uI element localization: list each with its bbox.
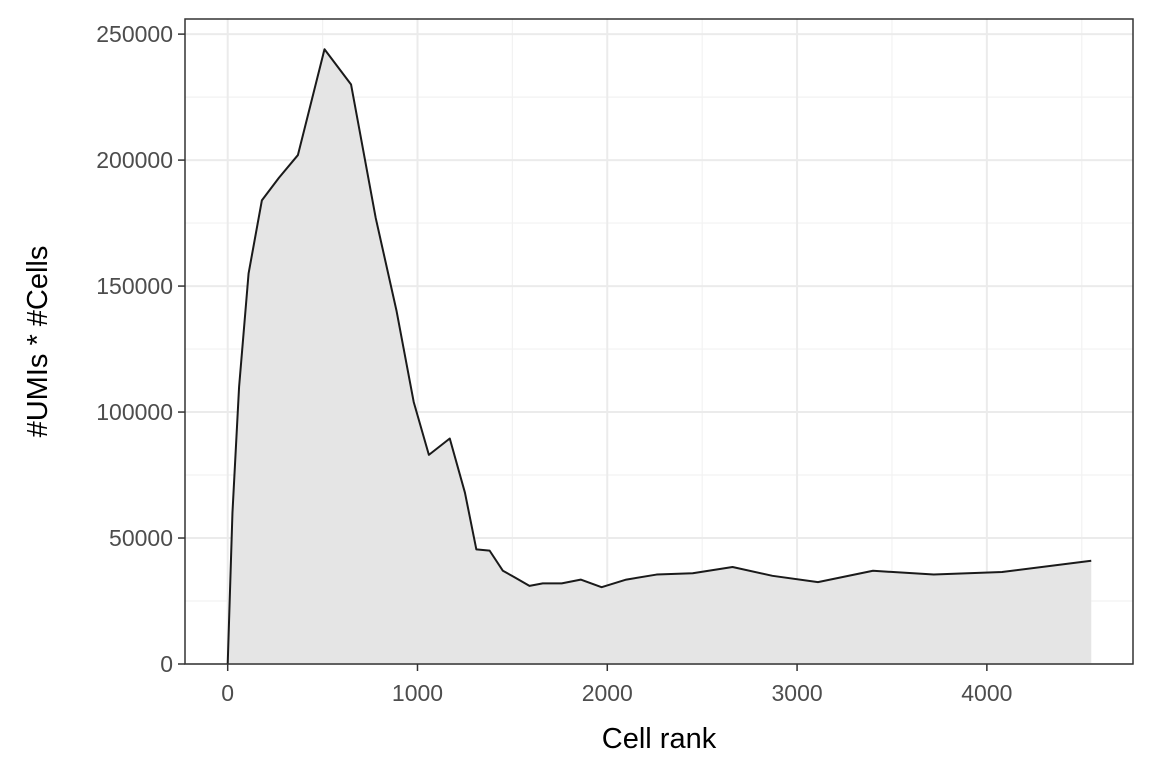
x-tick-label: 4000 <box>961 680 1012 706</box>
y-axis: 0 50000 100000 150000 200000 250000 <box>96 21 185 677</box>
area-line <box>226 48 1092 665</box>
y-tick-label: 250000 <box>96 21 173 47</box>
x-tick-label: 1000 <box>392 680 443 706</box>
y-tick-label: 150000 <box>96 273 173 299</box>
x-tick-label: 2000 <box>582 680 633 706</box>
y-tick-label: 0 <box>160 651 173 677</box>
x-axis: 0 1000 2000 3000 4000 <box>221 664 1012 706</box>
area-fill <box>227 49 1092 665</box>
y-axis-title: #UMIs * #Cells <box>22 246 54 438</box>
x-tick-label: 0 <box>221 680 234 706</box>
x-axis-title: Cell rank <box>602 723 717 755</box>
y-tick-label: 50000 <box>109 525 173 551</box>
y-tick-label: 100000 <box>96 399 173 425</box>
y-tick-label: 200000 <box>96 147 173 173</box>
x-tick-label: 3000 <box>771 680 822 706</box>
plot-border <box>184 18 1134 665</box>
